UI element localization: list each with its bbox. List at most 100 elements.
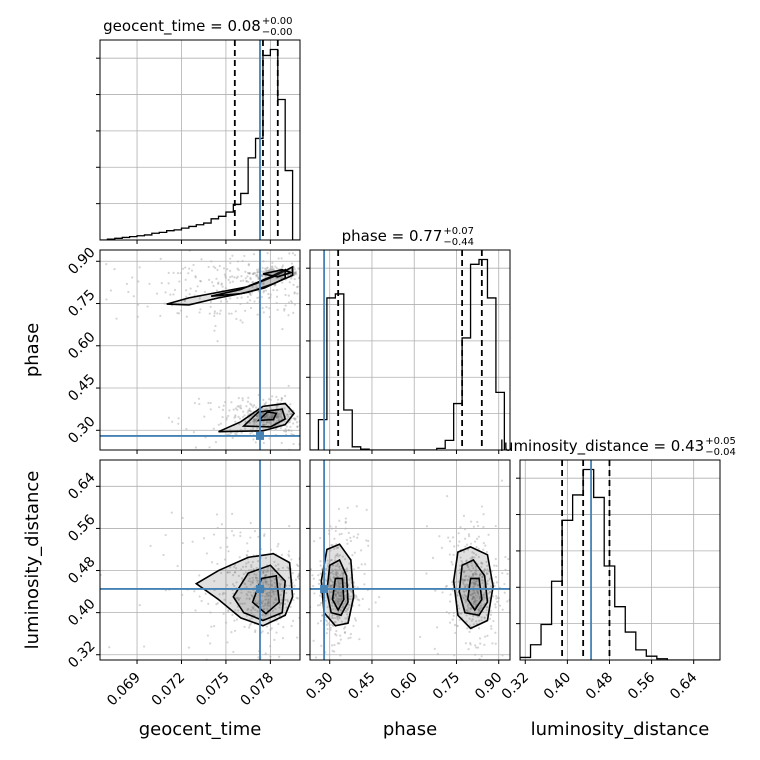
scatter-point <box>274 607 277 610</box>
scatter-point <box>176 311 179 315</box>
scatter-point <box>337 581 340 584</box>
scatter-point <box>254 630 257 634</box>
scatter-point <box>464 609 468 612</box>
scatter-point <box>483 617 486 620</box>
contour-line <box>241 408 287 428</box>
scatter-point <box>467 606 470 610</box>
scatter-point <box>243 254 246 258</box>
scatter-point <box>265 408 269 411</box>
scatter-point <box>256 610 259 613</box>
scatter-point <box>326 627 329 631</box>
scatter-point <box>222 612 225 615</box>
scatter-point <box>203 290 206 293</box>
scatter-point <box>240 274 243 278</box>
scatter-point <box>334 529 337 532</box>
title-upper-error: +0.05 <box>705 436 736 447</box>
scatter-point <box>302 301 304 303</box>
scatter-point <box>271 268 274 272</box>
scatter-point <box>471 573 475 576</box>
scatter-point <box>248 597 251 600</box>
scatter-point <box>213 248 215 250</box>
title-upper-error: +0.07 <box>443 226 474 237</box>
scatter-point <box>252 420 256 424</box>
scatter-point <box>237 405 240 408</box>
scatter-point <box>270 583 273 586</box>
scatter-point <box>488 578 491 581</box>
scatter-point <box>270 416 273 419</box>
scatter-point <box>472 552 476 555</box>
scatter-point <box>264 598 267 601</box>
scatter-point <box>307 408 309 410</box>
scatter-point <box>339 594 343 597</box>
scatter-point <box>461 578 464 581</box>
scatter-point <box>478 606 481 609</box>
scatter-point <box>474 582 477 586</box>
scatter-point <box>472 595 475 598</box>
scatter-point <box>349 536 352 540</box>
scatter-point <box>330 544 333 547</box>
scatter-point <box>305 600 307 602</box>
scatter-point <box>263 423 266 426</box>
scatter-point <box>267 598 270 601</box>
scatter-point <box>194 446 197 449</box>
scatter-point <box>231 275 234 278</box>
scatter-point <box>274 564 277 567</box>
scatter-point <box>348 578 351 581</box>
scatter-point <box>280 553 284 556</box>
scatter-point <box>280 598 283 602</box>
scatter-point <box>263 423 266 427</box>
truth-marker <box>256 584 264 593</box>
scatter-point <box>339 600 342 603</box>
scatter-point <box>245 280 248 283</box>
scatter-point <box>210 625 213 628</box>
scatter-point <box>233 584 236 588</box>
scatter-point <box>479 604 482 607</box>
scatter-point <box>343 581 346 584</box>
scatter-point <box>208 312 211 315</box>
scatter-point <box>477 555 480 559</box>
scatter-point <box>482 525 485 529</box>
scatter-point <box>239 534 242 538</box>
scatter-point <box>250 595 254 598</box>
scatter-point <box>284 394 287 398</box>
scatter-point <box>253 530 257 533</box>
scatter-point <box>343 602 347 605</box>
scatter-point <box>336 617 339 620</box>
scatter-point <box>216 282 220 285</box>
scatter-point <box>367 539 370 543</box>
scatter-point <box>476 599 479 603</box>
scatter-point <box>234 432 237 435</box>
scatter-point <box>489 590 492 594</box>
scatter-point <box>349 633 352 636</box>
scatter-point <box>315 545 317 547</box>
contour-line <box>194 552 294 627</box>
scatter-point <box>490 625 493 628</box>
scatter-point <box>239 661 241 663</box>
scatter-point <box>237 268 240 272</box>
scatter-point <box>264 578 267 581</box>
scatter-point <box>478 597 482 600</box>
scatter-point <box>214 266 217 270</box>
scatter-point <box>338 519 341 522</box>
scatter-point <box>312 540 316 543</box>
scatter-point <box>245 405 248 408</box>
scatter-point <box>276 414 279 417</box>
scatter-point <box>334 594 337 597</box>
scatter-point <box>249 580 252 583</box>
scatter-point <box>283 602 286 606</box>
scatter-point <box>261 602 264 605</box>
scatter-point <box>482 570 486 574</box>
scatter-point <box>212 533 216 536</box>
scatter-point <box>468 610 471 613</box>
scatter-point <box>248 299 252 302</box>
scatter-point <box>265 625 268 628</box>
scatter-point <box>213 624 216 628</box>
scatter-point <box>274 428 277 431</box>
scatter-point <box>185 289 188 292</box>
scatter-point <box>193 401 196 405</box>
scatter-point <box>341 431 343 433</box>
scatter-point <box>255 420 258 424</box>
scatter-point <box>241 397 244 400</box>
scatter-point <box>476 590 479 593</box>
scatter-point <box>345 567 349 570</box>
